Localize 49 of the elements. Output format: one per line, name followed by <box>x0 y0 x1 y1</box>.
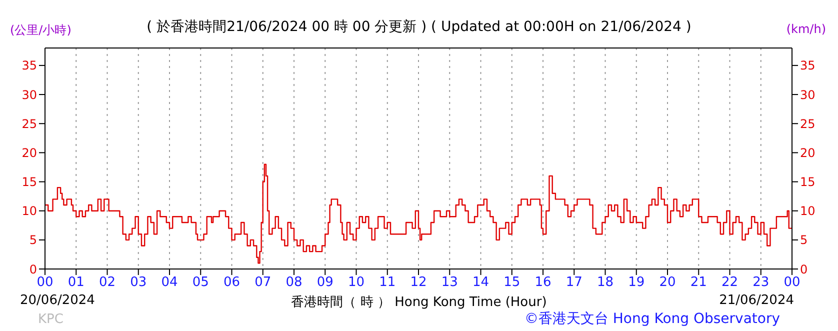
x-tick-label: 11 <box>379 275 396 290</box>
x-tick-label: 05 <box>192 275 209 290</box>
x-tick-label: 14 <box>472 275 490 290</box>
x-tick-label: 01 <box>68 275 84 290</box>
y-axis-title: (公里/小時) <box>10 22 72 39</box>
x-tick-label: 00 <box>784 275 800 290</box>
x-tick-label: 12 <box>410 275 427 290</box>
x-tick-label: 23 <box>752 275 770 290</box>
x-tick-label: 22 <box>721 275 738 290</box>
y-tick-label: 10 <box>22 204 37 218</box>
y2-tick-label: 30 <box>800 88 816 102</box>
x-tick-label: 10 <box>348 275 365 290</box>
y2-tick-label: 5 <box>800 233 808 248</box>
x-tick-label: 09 <box>316 275 334 290</box>
y-tick-label: 25 <box>22 116 37 131</box>
y-tick-label: 35 <box>22 58 37 73</box>
x-tick-label: 03 <box>130 275 147 290</box>
y2-tick-label: 25 <box>800 116 816 131</box>
chart-title: ( 於香港時間21/06/2024 00 時 00 分更新 ) ( Updated at 00:00H on 21/06/2024 ) <box>146 19 692 35</box>
x-tick-label: 08 <box>286 275 302 290</box>
text: ©香港天文台 Hong Kong Observatory <box>524 310 780 328</box>
y2-tick-label: 15 <box>800 175 816 190</box>
y2-tick-label: 20 <box>800 146 816 160</box>
x-tick-label: 18 <box>596 275 614 290</box>
x-tick-label: 04 <box>161 275 178 290</box>
x-tick-label: 06 <box>223 275 240 290</box>
x-tick-label: 07 <box>254 275 272 290</box>
y2-tick-label: 35 <box>800 58 816 73</box>
y-tick-label: 5 <box>29 233 37 248</box>
y2-axis-title: (km/h) <box>786 22 826 36</box>
x-axis-title: 香港時間（ 時 ） Hong Kong Time (Hour) <box>291 295 547 310</box>
text: 21/06/2024 <box>719 293 794 308</box>
y-tick-label: 15 <box>22 175 37 190</box>
x-tick-label: 00 <box>36 275 54 290</box>
y-tick-label: 0 <box>29 262 37 276</box>
text: 20/06/2024 <box>20 293 95 308</box>
x-tick-label: 21 <box>690 275 707 290</box>
x-tick-label: 16 <box>534 275 552 290</box>
x-tick-label: 13 <box>441 275 458 290</box>
text: KPC <box>38 312 64 327</box>
y2-tick-label: 0 <box>800 262 808 276</box>
x-tick-label: 17 <box>566 275 582 290</box>
x-tick-label: 20 <box>659 275 676 290</box>
y-tick-label: 30 <box>22 88 37 102</box>
y-tick-label: 20 <box>22 146 37 160</box>
x-tick-label: 19 <box>628 275 645 290</box>
x-tick-label: 02 <box>98 275 116 290</box>
x-tick-label: 15 <box>504 275 520 290</box>
y2-tick-label: 10 <box>800 204 816 218</box>
